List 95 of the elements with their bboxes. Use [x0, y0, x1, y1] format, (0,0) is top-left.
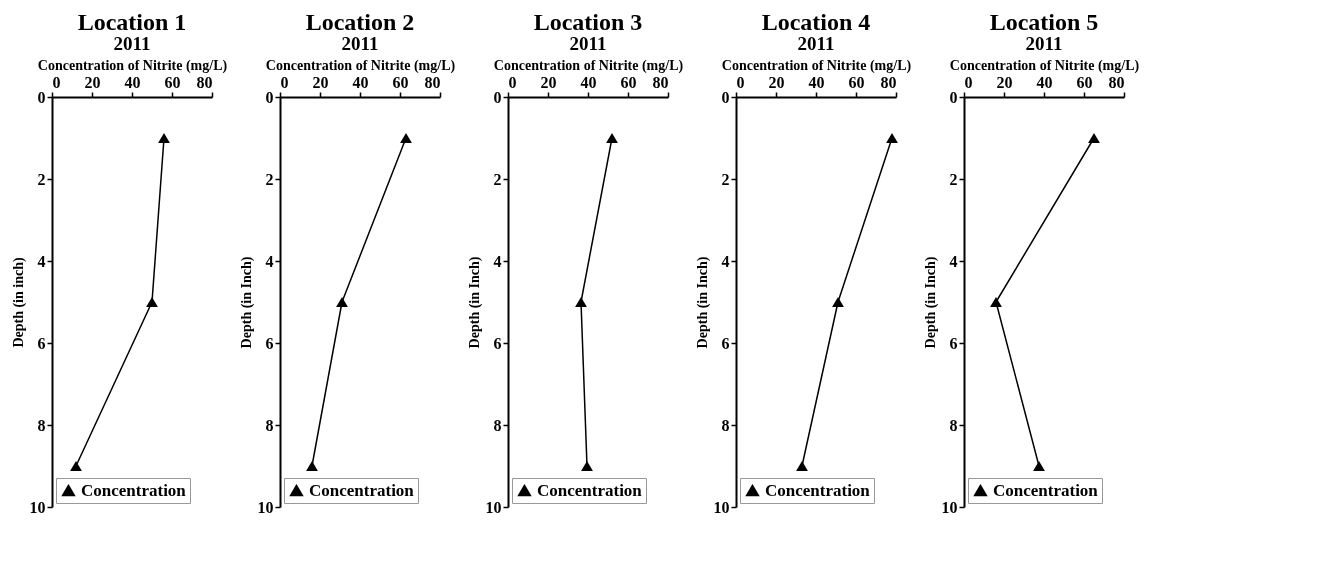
y-tick-label: 4 [949, 252, 958, 270]
y-tick-label: 2 [493, 170, 502, 188]
legend-label: Concentration [765, 480, 871, 500]
x-tick-label: 60 [1076, 73, 1093, 91]
y-axis-title: Depth (in Inch) [922, 256, 939, 349]
x-axis-title: Concentration of Nitrite (mg/L) [949, 57, 1140, 74]
y-tick-label: 2 [949, 170, 958, 188]
x-tick-label: 20 [84, 73, 101, 91]
y-axis-title: Depth (in Inch) [694, 256, 711, 349]
x-tick-label: 0 [964, 73, 973, 91]
x-tick-label: 80 [424, 73, 441, 91]
y-tick-label: 0 [37, 88, 46, 106]
point [70, 460, 82, 472]
x-tick-label: 80 [1108, 73, 1125, 91]
x-tick-label: 20 [996, 73, 1013, 91]
x-tick-label: 0 [52, 73, 61, 91]
point [796, 460, 808, 472]
point [575, 296, 587, 308]
y-tick-label: 8 [949, 416, 958, 434]
point [306, 460, 318, 472]
legend-label: Concentration [309, 480, 415, 500]
x-tick-label: 40 [1036, 73, 1053, 91]
x-axis-title: Concentration of Nitrite (mg/L) [721, 57, 912, 74]
y-tick-label: 2 [265, 170, 274, 188]
y-tick-label: 4 [493, 252, 502, 270]
y-tick-label: 6 [37, 334, 46, 352]
chart-title: Location 5 [989, 9, 1099, 35]
x-axis-title: Concentration of Nitrite (mg/L) [265, 57, 456, 74]
chart-title: Location 2 [305, 9, 415, 35]
chart-subtitle: 2011 [569, 33, 607, 54]
x-tick-label: 20 [768, 73, 785, 91]
chart-subtitle: 2011 [1025, 33, 1063, 54]
y-tick-label: 10 [257, 498, 274, 516]
y-tick-label: 10 [713, 498, 730, 516]
y-tick-label: 6 [949, 334, 958, 352]
point [581, 460, 593, 472]
point [158, 132, 170, 144]
y-tick-label: 10 [941, 498, 958, 516]
x-tick-label: 40 [808, 73, 825, 91]
x-tick-label: 60 [848, 73, 865, 91]
point [832, 296, 844, 308]
chart-title: Location 1 [77, 9, 187, 35]
y-tick-label: 6 [721, 334, 730, 352]
point [606, 132, 618, 144]
x-tick-label: 60 [392, 73, 409, 91]
y-axis-title: Depth (in Inch) [466, 256, 483, 349]
x-axis-title: Concentration of Nitrite (mg/L) [493, 57, 684, 74]
y-tick-label: 2 [37, 170, 46, 188]
x-tick-label: 20 [540, 73, 557, 91]
chart-subtitle: 2011 [341, 33, 379, 54]
x-tick-label: 20 [312, 73, 329, 91]
y-tick-label: 0 [493, 88, 502, 106]
chart-subtitle: 2011 [797, 33, 835, 54]
x-tick-label: 60 [164, 73, 181, 91]
x-axis-title: Concentration of Nitrite (mg/L) [37, 57, 228, 74]
legend-label: Concentration [537, 480, 643, 500]
point [1033, 460, 1045, 472]
point [400, 132, 412, 144]
point [1088, 132, 1100, 144]
point [336, 296, 348, 308]
y-tick-label: 6 [265, 334, 274, 352]
y-tick-label: 6 [493, 334, 502, 352]
point [146, 296, 158, 308]
y-tick-label: 8 [265, 416, 274, 434]
x-tick-label: 40 [124, 73, 141, 91]
y-tick-label: 8 [37, 416, 46, 434]
legend-label: Concentration [81, 480, 187, 500]
x-tick-label: 40 [580, 73, 597, 91]
y-tick-label: 0 [949, 88, 958, 106]
y-axis-title: Depth (in Inch) [238, 256, 255, 349]
y-tick-label: 4 [37, 252, 46, 270]
chart-title: Location 3 [533, 9, 643, 35]
x-tick-label: 0 [508, 73, 517, 91]
y-tick-label: 2 [721, 170, 730, 188]
y-tick-label: 4 [721, 252, 730, 270]
point [990, 296, 1002, 308]
y-tick-label: 8 [493, 416, 502, 434]
x-tick-label: 0 [280, 73, 289, 91]
legend-label: Concentration [993, 480, 1099, 500]
y-tick-label: 4 [265, 252, 274, 270]
y-tick-label: 0 [265, 88, 274, 106]
y-tick-label: 10 [485, 498, 502, 516]
x-tick-label: 80 [196, 73, 213, 91]
x-tick-label: 0 [736, 73, 745, 91]
y-axis-title: Depth (in inch) [10, 257, 27, 348]
x-tick-label: 60 [620, 73, 637, 91]
y-tick-label: 0 [721, 88, 730, 106]
y-tick-label: 8 [721, 416, 730, 434]
point [886, 132, 898, 144]
x-tick-label: 80 [880, 73, 897, 91]
chart-title: Location 4 [761, 9, 871, 35]
x-tick-label: 80 [652, 73, 669, 91]
y-tick-label: 10 [29, 498, 46, 516]
x-tick-label: 40 [352, 73, 369, 91]
chart-subtitle: 2011 [113, 33, 151, 54]
